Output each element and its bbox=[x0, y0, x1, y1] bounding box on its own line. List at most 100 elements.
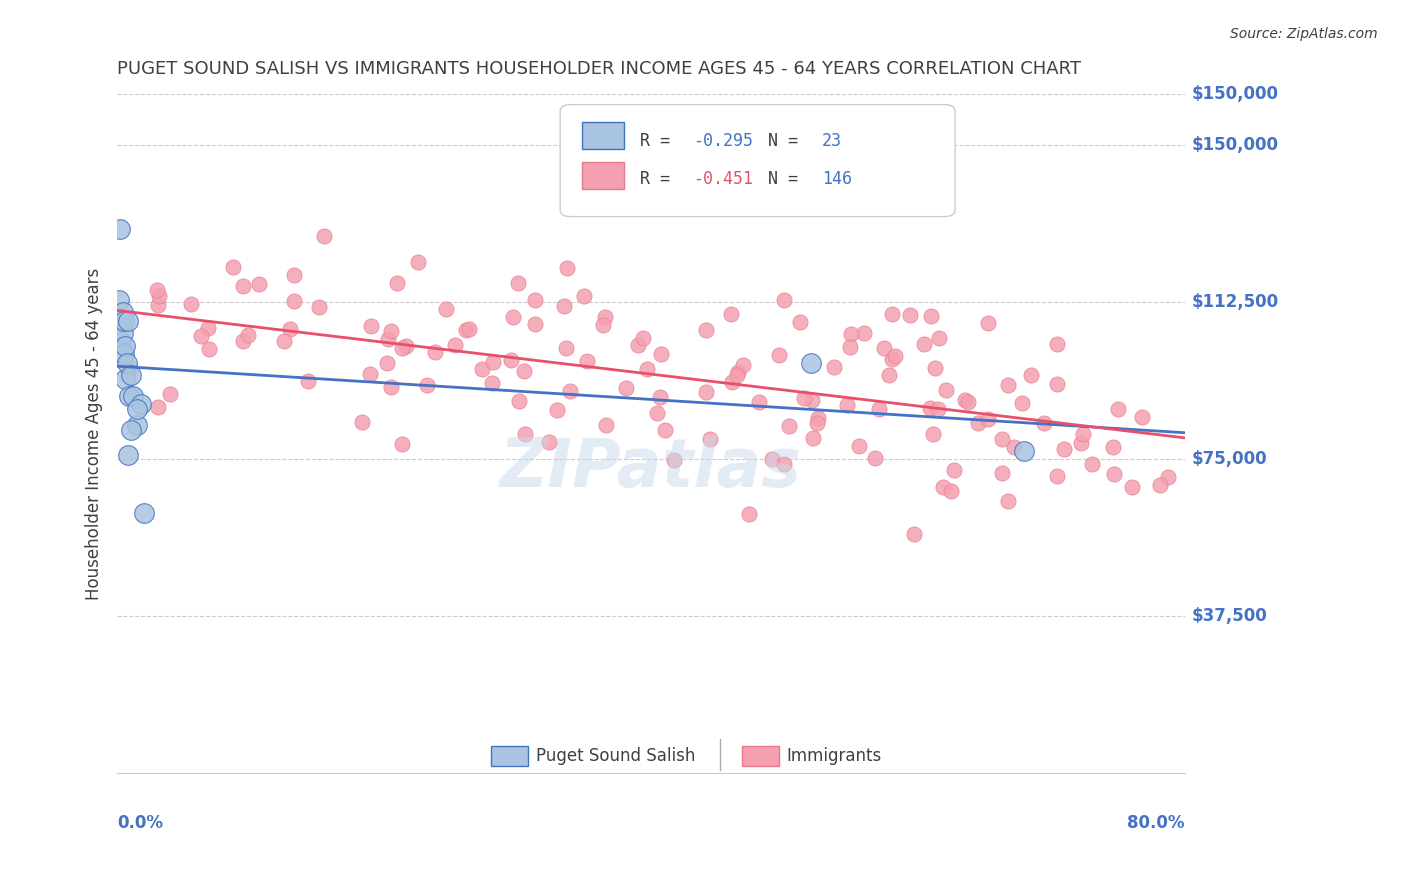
Point bbox=[572, 289, 595, 303]
Point bbox=[524, 317, 547, 331]
Point bbox=[408, 255, 430, 269]
Text: Immigrants: Immigrants bbox=[786, 747, 882, 765]
Point bbox=[869, 402, 891, 417]
Point bbox=[1071, 426, 1094, 441]
Point bbox=[921, 427, 943, 442]
Point bbox=[806, 416, 828, 430]
Point bbox=[114, 372, 136, 386]
Point bbox=[110, 314, 132, 328]
Point bbox=[720, 308, 742, 322]
Y-axis label: Householder Income Ages 45 - 64 years: Householder Income Ages 45 - 64 years bbox=[86, 268, 103, 600]
Point bbox=[883, 349, 905, 363]
Text: -0.295: -0.295 bbox=[693, 132, 754, 150]
Point bbox=[117, 448, 139, 462]
Point bbox=[772, 293, 794, 307]
Point bbox=[918, 401, 941, 416]
Point bbox=[953, 392, 976, 407]
FancyBboxPatch shape bbox=[491, 746, 529, 766]
Text: N =: N = bbox=[768, 132, 808, 150]
Text: R =: R = bbox=[640, 170, 681, 188]
Point bbox=[935, 383, 957, 397]
Point bbox=[727, 365, 749, 379]
Point bbox=[443, 338, 465, 352]
Point bbox=[839, 326, 862, 341]
Point bbox=[222, 260, 245, 275]
Text: Source: ZipAtlas.com: Source: ZipAtlas.com bbox=[1230, 27, 1378, 41]
Point bbox=[761, 452, 783, 467]
Point bbox=[117, 314, 139, 328]
Point bbox=[997, 378, 1019, 392]
Point bbox=[1107, 402, 1129, 417]
Point bbox=[823, 360, 845, 375]
Point bbox=[636, 362, 658, 376]
Point bbox=[645, 406, 668, 420]
Point bbox=[198, 342, 221, 356]
Point bbox=[838, 340, 860, 354]
Point bbox=[508, 393, 530, 408]
Point bbox=[1070, 435, 1092, 450]
Point bbox=[297, 375, 319, 389]
Point bbox=[1130, 410, 1153, 425]
Point bbox=[977, 316, 1000, 330]
FancyBboxPatch shape bbox=[582, 121, 624, 149]
Text: 80.0%: 80.0% bbox=[1128, 814, 1185, 832]
Point bbox=[727, 368, 749, 383]
Point bbox=[793, 391, 815, 405]
Point bbox=[1046, 336, 1069, 351]
Point bbox=[1014, 443, 1036, 458]
Point bbox=[513, 363, 536, 377]
Point bbox=[524, 293, 547, 308]
Point bbox=[546, 402, 568, 417]
Point bbox=[110, 334, 132, 349]
Point bbox=[108, 221, 131, 235]
Point bbox=[120, 368, 142, 383]
Text: -0.451: -0.451 bbox=[693, 170, 754, 188]
Point bbox=[553, 299, 575, 313]
Text: Puget Sound Salish: Puget Sound Salish bbox=[536, 747, 695, 765]
Point bbox=[454, 323, 477, 337]
Point bbox=[943, 463, 966, 477]
Point bbox=[912, 337, 935, 351]
Point bbox=[555, 341, 578, 355]
Point bbox=[129, 397, 152, 411]
Point bbox=[957, 395, 980, 409]
Point bbox=[117, 364, 139, 378]
Point bbox=[115, 355, 138, 369]
Text: N =: N = bbox=[768, 170, 808, 188]
Point bbox=[772, 457, 794, 471]
Point bbox=[127, 418, 149, 433]
Point bbox=[880, 352, 903, 367]
Point bbox=[1121, 480, 1143, 494]
FancyBboxPatch shape bbox=[582, 162, 624, 189]
Point bbox=[148, 289, 170, 303]
Point bbox=[927, 402, 949, 417]
Text: ZIPatlas: ZIPatlas bbox=[501, 434, 801, 500]
Point bbox=[595, 417, 617, 432]
Point bbox=[122, 389, 145, 403]
Point bbox=[626, 337, 648, 351]
Text: $150,000: $150,000 bbox=[1191, 136, 1278, 153]
Point bbox=[247, 277, 270, 292]
Point bbox=[778, 419, 800, 434]
Point bbox=[385, 277, 408, 291]
Point bbox=[112, 314, 135, 328]
Point bbox=[232, 278, 254, 293]
Point bbox=[283, 268, 305, 282]
Point bbox=[593, 310, 616, 325]
Point bbox=[800, 393, 823, 408]
Point bbox=[801, 431, 824, 445]
Point bbox=[664, 453, 686, 467]
Point bbox=[853, 326, 876, 340]
Point bbox=[592, 318, 614, 332]
Point bbox=[1011, 395, 1033, 409]
FancyBboxPatch shape bbox=[741, 746, 779, 766]
Point bbox=[481, 376, 503, 390]
Point bbox=[360, 318, 382, 333]
Point bbox=[966, 416, 988, 430]
Point bbox=[1149, 477, 1171, 491]
Point bbox=[1053, 442, 1076, 456]
Point bbox=[352, 415, 374, 429]
Point bbox=[865, 450, 887, 465]
Point bbox=[232, 334, 254, 348]
Text: PUGET SOUND SALISH VS IMMIGRANTS HOUSEHOLDER INCOME AGES 45 - 64 YEARS CORRELATI: PUGET SOUND SALISH VS IMMIGRANTS HOUSEHO… bbox=[117, 60, 1081, 78]
